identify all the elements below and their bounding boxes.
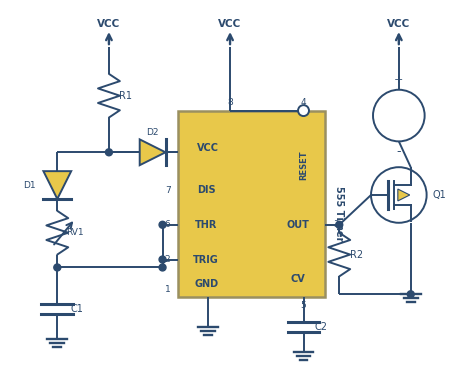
Text: THR: THR bbox=[195, 220, 218, 230]
Text: M: M bbox=[391, 108, 406, 123]
Circle shape bbox=[373, 90, 425, 141]
Text: 1: 1 bbox=[165, 285, 171, 294]
Text: VCC: VCC bbox=[97, 19, 120, 29]
Text: C1: C1 bbox=[71, 304, 83, 314]
Text: 555 Timer: 555 Timer bbox=[334, 186, 344, 242]
Text: DIS: DIS bbox=[197, 185, 216, 195]
Text: VCC: VCC bbox=[197, 143, 219, 153]
Circle shape bbox=[298, 105, 309, 116]
Text: VCC: VCC bbox=[387, 19, 410, 29]
Text: D2: D2 bbox=[146, 128, 159, 137]
Text: GND: GND bbox=[194, 279, 219, 290]
Text: R1: R1 bbox=[119, 91, 132, 101]
Text: Q1: Q1 bbox=[433, 190, 447, 200]
Text: C2: C2 bbox=[315, 322, 328, 332]
Text: 8: 8 bbox=[227, 98, 233, 107]
Polygon shape bbox=[44, 171, 71, 199]
Circle shape bbox=[336, 221, 343, 228]
Circle shape bbox=[159, 264, 166, 271]
Circle shape bbox=[54, 264, 61, 271]
Circle shape bbox=[407, 291, 414, 298]
Circle shape bbox=[371, 167, 427, 223]
Polygon shape bbox=[398, 189, 410, 201]
Circle shape bbox=[105, 149, 112, 156]
Polygon shape bbox=[140, 139, 165, 165]
Text: CV: CV bbox=[290, 274, 305, 284]
Text: -: - bbox=[397, 146, 401, 158]
Text: RESET: RESET bbox=[299, 151, 308, 180]
Circle shape bbox=[159, 256, 166, 263]
Text: 7: 7 bbox=[165, 186, 171, 195]
Text: D1: D1 bbox=[23, 181, 36, 190]
Text: 5: 5 bbox=[301, 301, 306, 310]
Text: R2: R2 bbox=[349, 250, 363, 259]
Text: 2: 2 bbox=[165, 255, 171, 264]
Text: OUT: OUT bbox=[286, 220, 309, 230]
Text: TRIG: TRIG bbox=[193, 254, 219, 264]
Circle shape bbox=[159, 221, 166, 228]
Text: VCC: VCC bbox=[219, 19, 242, 29]
Text: 6: 6 bbox=[165, 220, 171, 229]
Text: 3: 3 bbox=[333, 220, 339, 229]
FancyBboxPatch shape bbox=[178, 111, 325, 297]
Text: 4: 4 bbox=[301, 98, 306, 107]
Text: +: + bbox=[394, 75, 403, 85]
Text: RV1: RV1 bbox=[66, 228, 84, 237]
